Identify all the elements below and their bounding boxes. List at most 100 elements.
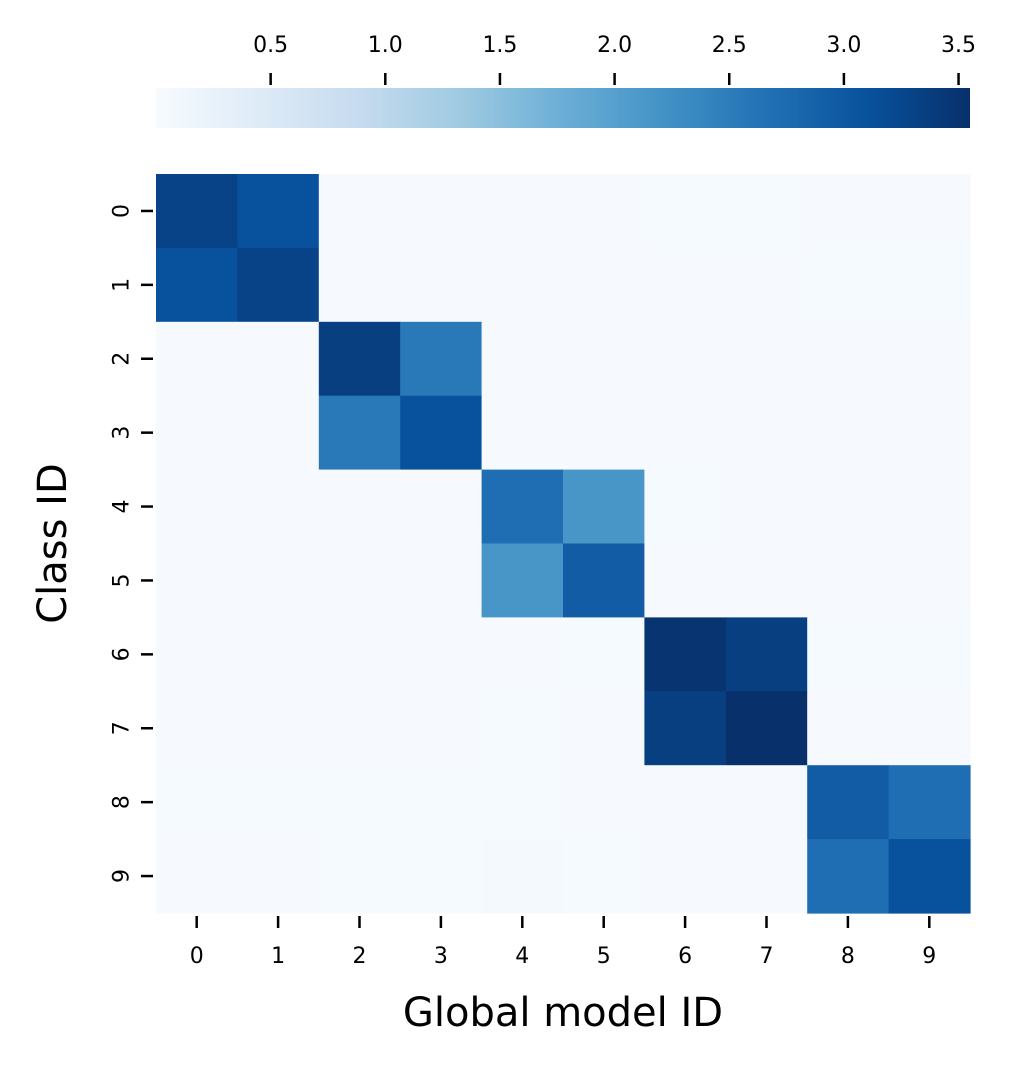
colorbar-tick-label: 0.5 <box>253 33 288 58</box>
x-tick-label: 9 <box>922 944 936 969</box>
heatmap-cell-r1-c5 <box>563 247 645 323</box>
heatmap-cell-r0-c2 <box>318 174 401 249</box>
y-tick-label: 9 <box>110 869 135 883</box>
heatmap-cell-r7-c4 <box>481 691 564 766</box>
y-axis-title: Class ID <box>30 463 76 624</box>
heatmap-cell-r9-c3 <box>400 839 483 914</box>
heatmap-cell-r6-c2 <box>318 617 401 692</box>
heatmap-cell-r8-c0 <box>156 765 238 840</box>
heatmap-cell-r9-c2 <box>318 839 401 914</box>
x-axis-title: Global model ID <box>403 990 723 1036</box>
heatmap-cell-r6-c7 <box>725 617 808 692</box>
y-axis-ticks: 0 1 2 3 4 5 6 7 8 9 <box>110 204 153 883</box>
heatmap-cell-r5-c8 <box>807 543 890 618</box>
heatmap-cell-r7-c8 <box>807 691 890 766</box>
heatmap-cell-r0-c7 <box>725 174 808 249</box>
heatmap-cell-r9-c8 <box>807 839 890 914</box>
heatmap-cell-r6-c3 <box>400 617 483 692</box>
heatmap-cell-r9-c6 <box>644 839 727 914</box>
heatmap-cell-r6-c5 <box>563 617 645 692</box>
heatmap-cell-r3-c9 <box>888 395 971 471</box>
y-tick-label: 8 <box>110 795 135 809</box>
heatmap-cell-r2-c8 <box>807 321 890 397</box>
heatmap-cell-r9-c7 <box>725 839 808 914</box>
heatmap-cell-r5-c0 <box>156 543 238 618</box>
x-tick-label: 0 <box>190 944 204 969</box>
heatmap-cell-r3-c5 <box>563 395 645 471</box>
heatmap-cell-r0-c9 <box>888 174 971 249</box>
heatmap-cell-r7-c1 <box>237 691 320 766</box>
heatmap-cell-r9-c9 <box>888 839 971 914</box>
colorbar: 0.5 1.0 1.5 2.0 2.5 3.0 3.5 <box>156 33 976 128</box>
colorbar-tick-label: 2.5 <box>712 33 747 58</box>
heatmap-cell-r1-c4 <box>481 247 564 323</box>
heatmap-cell-r4-c5 <box>563 469 645 545</box>
heatmap-cell-r5-c4 <box>481 543 564 618</box>
heatmap-cell-r0-c8 <box>807 174 890 249</box>
heatmap-cells <box>156 174 971 914</box>
heatmap-cell-r0-c5 <box>563 174 645 249</box>
heatmap-cell-r2-c3 <box>400 321 483 397</box>
colorbar-gradient <box>156 88 970 128</box>
heatmap-cell-r6-c6 <box>644 617 727 692</box>
x-tick-label: 7 <box>760 944 774 969</box>
x-tick-label: 8 <box>841 944 855 969</box>
heatmap-cell-r8-c3 <box>400 765 483 840</box>
heatmap-cell-r8-c7 <box>725 765 808 840</box>
colorbar-tick-label: 2.0 <box>597 33 632 58</box>
x-tick-label: 2 <box>353 944 367 969</box>
heatmap-cell-r1-c9 <box>888 247 971 323</box>
colorbar-tick-label: 3.5 <box>941 33 976 58</box>
heatmap-cell-r9-c0 <box>156 839 238 914</box>
heatmap-cell-r5-c3 <box>400 543 483 618</box>
heatmap-cell-r0-c3 <box>400 174 483 249</box>
heatmap-cell-r2-c2 <box>318 321 401 397</box>
heatmap-cell-r2-c6 <box>644 321 727 397</box>
heatmap-cell-r2-c9 <box>888 321 971 397</box>
heatmap-cell-r8-c5 <box>563 765 645 840</box>
heatmap-cell-r2-c5 <box>563 321 645 397</box>
heatmap-cell-r2-c1 <box>237 321 320 397</box>
heatmap-cell-r5-c7 <box>725 543 808 618</box>
heatmap-cell-r6-c4 <box>481 617 564 692</box>
heatmap-cell-r8-c2 <box>318 765 401 840</box>
heatmap-cell-r4-c3 <box>400 469 483 545</box>
heatmap-cell-r5-c2 <box>318 543 401 618</box>
heatmap-cell-r8-c8 <box>807 765 890 840</box>
heatmap-cell-r8-c9 <box>888 765 971 840</box>
heatmap-cell-r1-c0 <box>156 247 238 323</box>
colorbar-tick-label: 1.5 <box>482 33 517 58</box>
heatmap-cell-r2-c4 <box>481 321 564 397</box>
heatmap-cell-r4-c7 <box>725 469 808 545</box>
heatmap-cell-r1-c3 <box>400 247 483 323</box>
x-tick-label: 4 <box>515 944 529 969</box>
heatmap-cell-r0-c4 <box>481 174 564 249</box>
colorbar-tick-label: 1.0 <box>368 33 403 58</box>
x-tick-label: 6 <box>678 944 692 969</box>
y-tick-label: 0 <box>110 204 135 218</box>
x-tick-label: 1 <box>271 944 285 969</box>
heatmap-cell-r1-c2 <box>318 247 401 323</box>
heatmap-cell-r9-c5 <box>563 839 645 914</box>
y-tick-label: 3 <box>110 426 135 440</box>
heatmap-cell-r3-c3 <box>400 395 483 471</box>
heatmap-cell-r5-c6 <box>644 543 727 618</box>
y-tick-label: 7 <box>110 721 135 735</box>
heatmap-cell-r2-c0 <box>156 321 238 397</box>
heatmap-cell-r0-c1 <box>237 174 320 249</box>
heatmap-cell-r7-c6 <box>644 691 727 766</box>
colorbar-tick-label: 3.0 <box>826 33 861 58</box>
heatmap-cell-r4-c6 <box>644 469 727 545</box>
heatmap-cell-r7-c9 <box>888 691 971 766</box>
heatmap-cell-r4-c0 <box>156 469 238 545</box>
heatmap-cell-r6-c8 <box>807 617 890 692</box>
heatmap-cell-r9-c1 <box>237 839 320 914</box>
heatmap-cell-r8-c6 <box>644 765 727 840</box>
heatmap-cell-r0-c0 <box>156 174 238 249</box>
heatmap-cell-r1-c8 <box>807 247 890 323</box>
heatmap-cell-r5-c5 <box>563 543 645 618</box>
x-axis-ticks: 0 1 2 3 4 5 6 7 8 9 <box>190 916 936 969</box>
heatmap-cell-r0-c6 <box>644 174 727 249</box>
